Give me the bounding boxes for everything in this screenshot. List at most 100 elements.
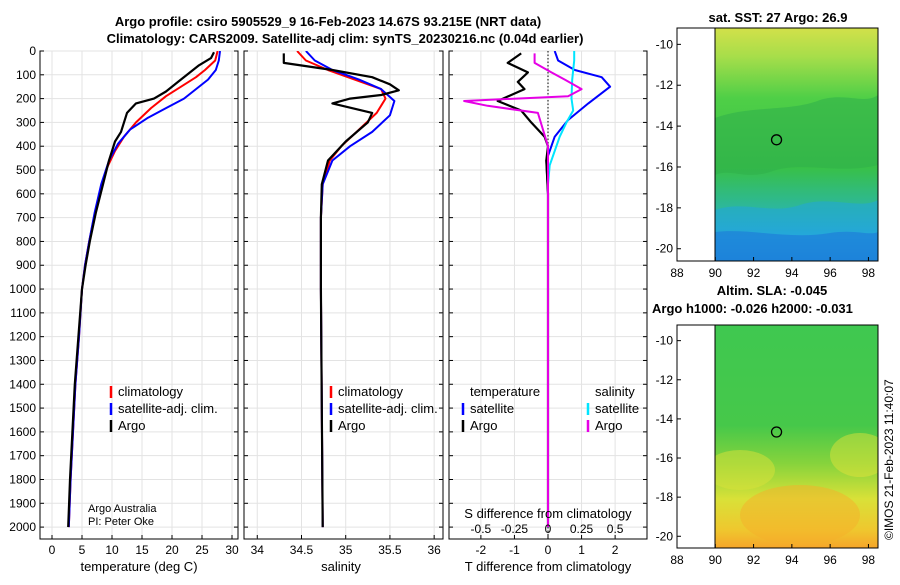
header-title-line2: Climatology: CARS2009. Satellite-adj cli…	[107, 31, 584, 46]
difference-xlabel-top: S difference from climatology	[464, 506, 632, 521]
depth-tick-label: 400	[16, 139, 36, 153]
depth-tick-label: 1200	[9, 330, 36, 344]
sst-map-frame	[676, 27, 879, 262]
depth-axis: 0 100 200 300 400 500 600 700 800 900 1000 1100 1200…	[9, 44, 36, 534]
x-tick-label: 0	[545, 543, 552, 557]
map-x-tick-label: 88	[670, 553, 684, 567]
x-tick-label: 0	[49, 543, 56, 557]
map-x-tick-label: 92	[747, 553, 761, 567]
depth-tick-label: 1900	[9, 496, 36, 510]
map-x-tick-label: 88	[670, 266, 684, 280]
depth-tick-label: 800	[16, 234, 36, 248]
series-line	[67, 51, 215, 528]
s-tick-label: -0.5	[471, 522, 492, 536]
imos-watermark: ©IMOS 21-Feb-2023 11:40:07	[882, 379, 896, 540]
map-x-tick-label: 94	[785, 553, 799, 567]
argo-location-marker	[770, 426, 783, 438]
x-tick-label: 36	[427, 543, 441, 557]
depth-tick-label: 2000	[9, 520, 36, 534]
depth-tick-label: 0	[29, 44, 36, 58]
sla-map-title: Altim. SLA: -0.045	[717, 283, 828, 298]
difference-panel: -2 -1 0 1 2 -0.5 -0.25 0 0.25 0.5 S difference f…	[448, 50, 648, 574]
legend-s-satellite-label: satellite	[595, 401, 639, 416]
salinity-axes-box	[243, 50, 444, 540]
legend-t-satellite-label: satellite	[470, 401, 514, 416]
sla-map-patch	[715, 450, 775, 490]
map-x-tick-label: 98	[862, 553, 876, 567]
temperature-axes-box	[39, 50, 239, 540]
sst-map-field	[715, 28, 878, 261]
x-tick-label: -1	[509, 543, 520, 557]
difference-xlabel: T difference from climatology	[465, 559, 632, 574]
x-tick-label: 30	[225, 543, 239, 557]
temperature-xlabel: temperature (deg C)	[80, 559, 197, 574]
depth-tick-label: 1500	[9, 401, 36, 415]
map-y-tick-label: -12	[656, 78, 674, 92]
x-tick-label: -2	[476, 543, 487, 557]
legend-satellite-label: satellite-adj. clim.	[338, 401, 438, 416]
credit-line2: PI: Peter Oke	[88, 516, 154, 528]
x-tick-label: 2	[612, 543, 619, 557]
temperature-panel: 0 5 10 15 20 25 30 temperature (deg C) climato…	[39, 50, 239, 574]
legend-argo-label: Argo	[338, 418, 365, 433]
sla-map-patch	[740, 485, 860, 545]
salinity-panel: 34 34.5 35 35.5 36 salinity climatology sate…	[243, 50, 444, 574]
depth-tick-label: 500	[16, 163, 36, 177]
map-y-tick-label: -16	[656, 160, 674, 174]
depth-tick-label: 600	[16, 187, 36, 201]
x-tick-label: 35	[339, 543, 353, 557]
legend-climatology-label: climatology	[118, 384, 184, 399]
temperature-legend: climatology satellite-adj. clim. Argo	[109, 384, 218, 433]
series-line	[463, 53, 583, 528]
map-y-tick-label: -14	[656, 119, 674, 133]
map-y-tick-label: -18	[656, 201, 674, 215]
map-y-tick-label: -20	[656, 529, 674, 543]
sla-map-panel: Altim. SLA: -0.045 Argo h1000: -0.026 h2…	[652, 283, 879, 567]
x-tick-label: 35.5	[378, 543, 402, 557]
map-y-tick-label: -18	[656, 490, 674, 504]
legend-temperature-title: temperature	[470, 384, 540, 399]
s-tick-label: 0.25	[570, 522, 594, 536]
map-x-tick-label: 98	[862, 266, 876, 280]
depth-tick-label: 1300	[9, 353, 36, 367]
salinity-legend: climatology satellite-adj. clim. Argo	[329, 384, 438, 433]
depth-tick-label: 100	[16, 68, 36, 82]
s-tick-label: 0.5	[607, 522, 624, 536]
map-x-tick-label: 90	[709, 266, 723, 280]
depth-tick-label: 1400	[9, 377, 36, 391]
sst-map-patch	[715, 231, 878, 261]
map-x-tick-label: 92	[747, 266, 761, 280]
x-tick-label: 5	[79, 543, 86, 557]
map-x-tick-label: 90	[709, 553, 723, 567]
depth-tick-label: 700	[16, 211, 36, 225]
map-y-tick-label: -20	[656, 242, 674, 256]
x-tick-label: 34	[251, 543, 265, 557]
map-y-tick-label: -10	[656, 37, 674, 51]
map-x-tick-label: 94	[785, 266, 799, 280]
x-tick-label: 10	[105, 543, 119, 557]
legend-salinity-title: salinity	[595, 384, 635, 399]
legend-argo-label: Argo	[118, 418, 145, 433]
credit-line1: Argo Australia	[88, 503, 157, 515]
x-tick-label: 20	[165, 543, 179, 557]
sla-map-field	[715, 325, 878, 548]
x-tick-label: 34.5	[290, 543, 314, 557]
map-x-tick-label: 96	[823, 553, 837, 567]
argo-location-marker	[770, 134, 783, 146]
depth-tick-label: 1700	[9, 449, 36, 463]
map-y-tick-label: -16	[656, 451, 674, 465]
header-title-line1: Argo profile: csiro 5905529_9 16-Feb-202…	[115, 14, 541, 29]
salinity-xlabel: salinity	[321, 559, 361, 574]
map-y-tick-label: -14	[656, 412, 674, 426]
map-x-tick-label: 96	[823, 266, 837, 280]
legend-satellite-label: satellite-adj. clim.	[118, 401, 218, 416]
depth-tick-label: 1100	[10, 306, 36, 320]
sst-map-title: sat. SST: 27 Argo: 26.9	[709, 10, 848, 25]
map-y-tick-label: -12	[656, 373, 674, 387]
legend-climatology-label: climatology	[338, 384, 404, 399]
depth-tick-label: 1800	[9, 472, 36, 486]
x-tick-label: 1	[578, 543, 585, 557]
depth-tick-label: 300	[16, 115, 36, 129]
depth-tick-label: 200	[16, 92, 36, 106]
